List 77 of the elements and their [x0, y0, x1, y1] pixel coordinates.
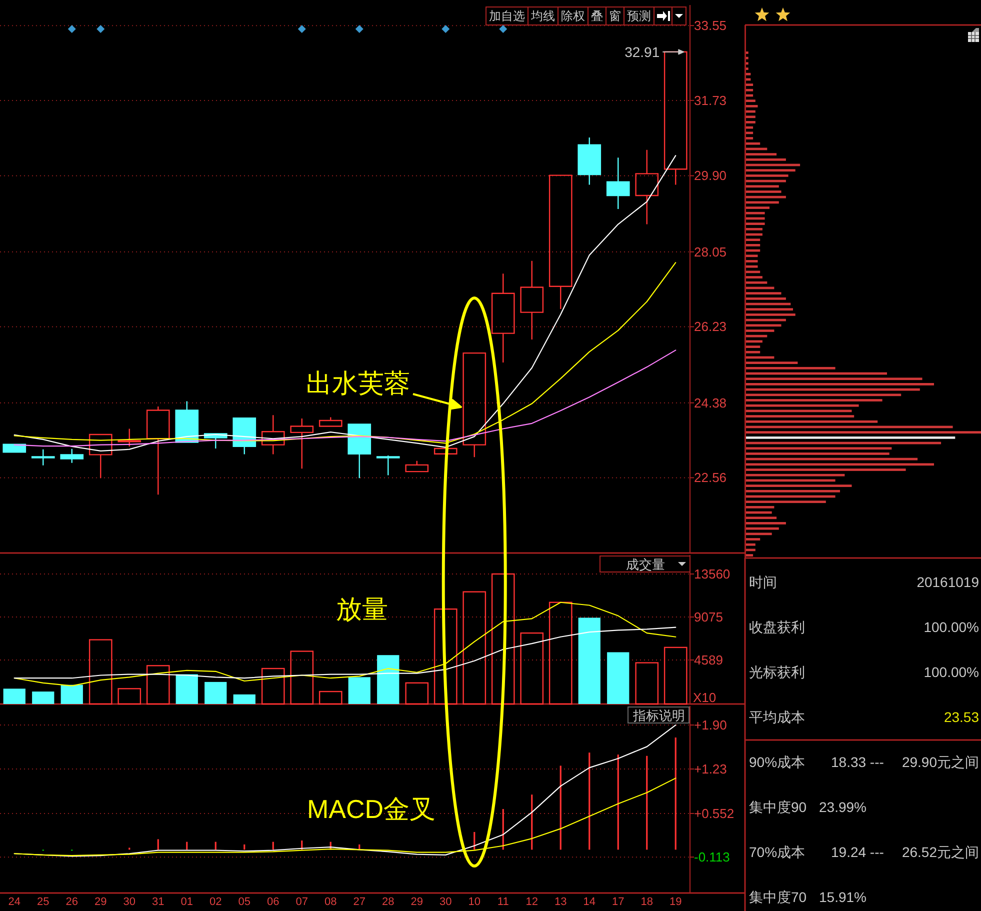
- annotation: 除权: [561, 9, 585, 23]
- annotation: 叠: [591, 9, 603, 23]
- x-tick-label: 25: [37, 896, 50, 908]
- text: 15.91%: [819, 889, 866, 905]
- annotation: 32.91: [624, 44, 660, 60]
- y-tick-label: 31.73: [694, 92, 727, 108]
- annotation: MACD金叉: [307, 794, 436, 824]
- x-tick-label: 18: [640, 896, 653, 908]
- x-tick-label: 02: [210, 896, 222, 908]
- y-tick-label: 28.05: [694, 244, 727, 260]
- annotation: 预测: [627, 9, 651, 23]
- y-tick-label: 24.38: [694, 395, 727, 410]
- annotation: 加自选: [489, 9, 525, 23]
- button: 叠: [588, 6, 606, 26]
- x-tick-label: 29: [410, 896, 423, 908]
- button: 窗: [606, 6, 624, 26]
- y-tick-label: 13560: [694, 566, 730, 582]
- text: 20161019: [916, 574, 980, 590]
- y-tick-label: 22.56: [694, 470, 727, 486]
- text: 26.52元之间: [902, 844, 979, 860]
- x-tick-label: 08: [324, 896, 337, 908]
- button: 预测: [624, 6, 654, 26]
- y-tick-label: -0.113: [694, 850, 730, 865]
- text: 集中度90: [749, 799, 807, 815]
- x-tick-label: 27: [353, 896, 366, 908]
- annotation: 均线: [530, 9, 555, 23]
- x-tick-label: 30: [123, 896, 136, 908]
- text: 平均成本: [749, 709, 805, 725]
- x-tick-label: 05: [238, 896, 250, 908]
- text: 100.00%: [924, 619, 979, 635]
- y-tick-label: 4589: [694, 652, 723, 668]
- button: 指标说明: [628, 706, 690, 724]
- text: 90%成本: [749, 754, 806, 770]
- button: 除权: [558, 6, 588, 26]
- x-tick-label: 29: [94, 896, 107, 908]
- text: 18.33 ---: [831, 754, 884, 770]
- y-tick-label: 33.55: [694, 18, 727, 34]
- text: 19.24 ---: [831, 844, 884, 860]
- x-tick-label: 07: [296, 896, 308, 908]
- x-tick-label: 19: [670, 896, 682, 908]
- x-tick-label: 06: [267, 896, 280, 908]
- text: 100.00%: [924, 664, 979, 680]
- dropdown-button: 成交量: [600, 556, 690, 572]
- x-tick-label: 31: [152, 896, 164, 908]
- x-tick-label: 10: [468, 896, 480, 908]
- y-tick-label: +1.23: [694, 761, 727, 776]
- x-tick-label: 11: [497, 896, 509, 908]
- x-tick-label: 26: [66, 896, 78, 908]
- y-tick-label: +1.90: [694, 718, 727, 733]
- x-tick-label: 13: [554, 896, 567, 908]
- text: 70%成本: [749, 844, 806, 860]
- annotation: 指标说明: [632, 708, 685, 723]
- button: 加自选: [486, 6, 528, 26]
- x-tick-label: 01: [180, 896, 193, 908]
- x-tick-label: 24: [8, 896, 20, 908]
- annotation: 出水芙蓉: [306, 368, 410, 398]
- text: 23.53: [944, 709, 980, 725]
- text: 收盘获利: [749, 619, 805, 635]
- x-tick-label: 12: [526, 896, 538, 908]
- text: 29.90元之间: [902, 754, 979, 770]
- text: 集中度70: [749, 889, 807, 905]
- annotation: 窗: [609, 9, 621, 23]
- y-tick-label: 9075: [694, 609, 723, 624]
- text: 时间: [749, 574, 777, 590]
- x-tick-label: 28: [382, 896, 394, 908]
- annotation: 放量: [336, 594, 388, 624]
- x-tick-label: 17: [612, 896, 624, 908]
- y-tick-label: +0.552: [694, 806, 734, 821]
- text: 光标获利: [749, 664, 805, 680]
- button: 均线: [528, 6, 558, 26]
- x-tick-label: 30: [440, 896, 452, 908]
- y-tick-label: 26.23: [694, 319, 727, 334]
- y-tick-label: 29.90: [694, 168, 727, 184]
- chart-title: 成交量: [626, 557, 665, 572]
- x-tick-label: 14: [583, 896, 596, 908]
- text: 23.99%: [819, 799, 866, 815]
- y-axis-title: X10: [693, 690, 716, 705]
